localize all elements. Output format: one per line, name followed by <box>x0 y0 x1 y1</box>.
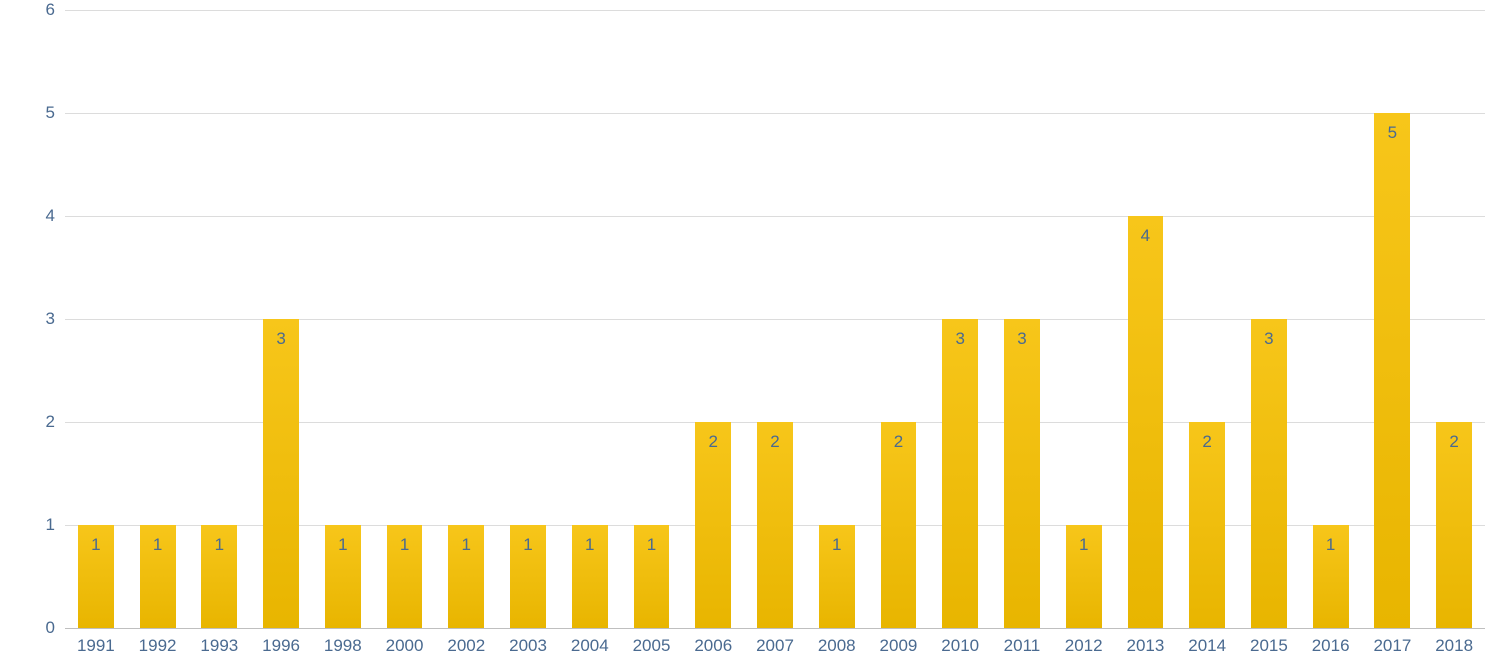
bar: 2 <box>1189 422 1225 628</box>
x-tick-label: 2017 <box>1373 636 1411 656</box>
x-tick-label: 2016 <box>1312 636 1350 656</box>
x-tick-label: 2005 <box>633 636 671 656</box>
bar-chart: 1 1 1 3 1 1 1 1 1 1 2 2 1 2 3 3 1 4 2 3 1 5 2 0 1 2 3 4 5 6 1991 1992 1… <box>0 0 1500 670</box>
x-tick-label: 2013 <box>1127 636 1165 656</box>
bar: 3 <box>1251 319 1287 628</box>
bar-value-label: 1 <box>1313 535 1349 555</box>
bar: 1 <box>325 525 361 628</box>
bar-value-label: 3 <box>1004 329 1040 349</box>
x-tick-label: 2003 <box>509 636 547 656</box>
y-tick-label: 5 <box>15 103 55 123</box>
bar-value-label: 2 <box>695 432 731 452</box>
bar: 1 <box>572 525 608 628</box>
y-tick-label: 1 <box>15 515 55 535</box>
x-tick-label: 2014 <box>1188 636 1226 656</box>
x-tick-label: 1998 <box>324 636 362 656</box>
bar: 3 <box>263 319 299 628</box>
bar-value-label: 1 <box>819 535 855 555</box>
bar-value-label: 1 <box>510 535 546 555</box>
x-tick-label: 2004 <box>571 636 609 656</box>
bar-value-label: 5 <box>1374 123 1410 143</box>
y-tick-label: 3 <box>15 309 55 329</box>
y-tick-label: 6 <box>15 0 55 20</box>
bar: 1 <box>510 525 546 628</box>
bar-value-label: 1 <box>78 535 114 555</box>
bar-value-label: 3 <box>1251 329 1287 349</box>
bar-value-label: 2 <box>1436 432 1472 452</box>
bar: 3 <box>942 319 978 628</box>
x-tick-label: 2011 <box>1004 636 1041 656</box>
bar: 2 <box>695 422 731 628</box>
bar: 1 <box>1066 525 1102 628</box>
y-tick-label: 0 <box>15 618 55 638</box>
x-tick-label: 2018 <box>1435 636 1473 656</box>
bar-value-label: 1 <box>572 535 608 555</box>
bar: 2 <box>757 422 793 628</box>
bar: 4 <box>1128 216 1164 628</box>
bar: 5 <box>1374 113 1410 628</box>
y-tick-label: 4 <box>15 206 55 226</box>
gridline <box>65 628 1485 629</box>
x-tick-label: 2007 <box>756 636 794 656</box>
x-tick-label: 2008 <box>818 636 856 656</box>
bar-value-label: 1 <box>201 535 237 555</box>
bar-value-label: 2 <box>757 432 793 452</box>
x-tick-label: 2006 <box>694 636 732 656</box>
bar: 1 <box>819 525 855 628</box>
x-tick-label: 2012 <box>1065 636 1103 656</box>
x-tick-label: 1991 <box>77 636 115 656</box>
bar-value-label: 1 <box>387 535 423 555</box>
x-tick-label: 2009 <box>880 636 918 656</box>
bar: 1 <box>78 525 114 628</box>
bar-value-label: 2 <box>881 432 917 452</box>
x-tick-label: 2000 <box>386 636 424 656</box>
bar: 2 <box>1436 422 1472 628</box>
bar: 2 <box>881 422 917 628</box>
bar-value-label: 1 <box>140 535 176 555</box>
bar-value-label: 2 <box>1189 432 1225 452</box>
x-tick-label: 1993 <box>200 636 238 656</box>
bar-value-label: 1 <box>448 535 484 555</box>
plot-area: 1 1 1 3 1 1 1 1 1 1 2 2 1 2 3 3 1 4 2 3 1 5 2 <box>65 10 1485 628</box>
x-tick-label: 1996 <box>262 636 300 656</box>
bar: 1 <box>140 525 176 628</box>
bar-value-label: 3 <box>263 329 299 349</box>
bar: 3 <box>1004 319 1040 628</box>
x-tick-label: 2002 <box>447 636 485 656</box>
bar-value-label: 3 <box>942 329 978 349</box>
bar-value-label: 4 <box>1128 226 1164 246</box>
x-tick-label: 2015 <box>1250 636 1288 656</box>
x-tick-label: 1992 <box>139 636 177 656</box>
bar: 1 <box>448 525 484 628</box>
bar-value-label: 1 <box>325 535 361 555</box>
bar: 1 <box>201 525 237 628</box>
bar: 1 <box>387 525 423 628</box>
bars-layer: 1 1 1 3 1 1 1 1 1 1 2 2 1 2 3 3 1 4 2 3 1 5 2 <box>65 10 1485 628</box>
y-tick-label: 2 <box>15 412 55 432</box>
x-tick-label: 2010 <box>941 636 979 656</box>
bar-value-label: 1 <box>634 535 670 555</box>
bar: 1 <box>634 525 670 628</box>
bar: 1 <box>1313 525 1349 628</box>
bar-value-label: 1 <box>1066 535 1102 555</box>
